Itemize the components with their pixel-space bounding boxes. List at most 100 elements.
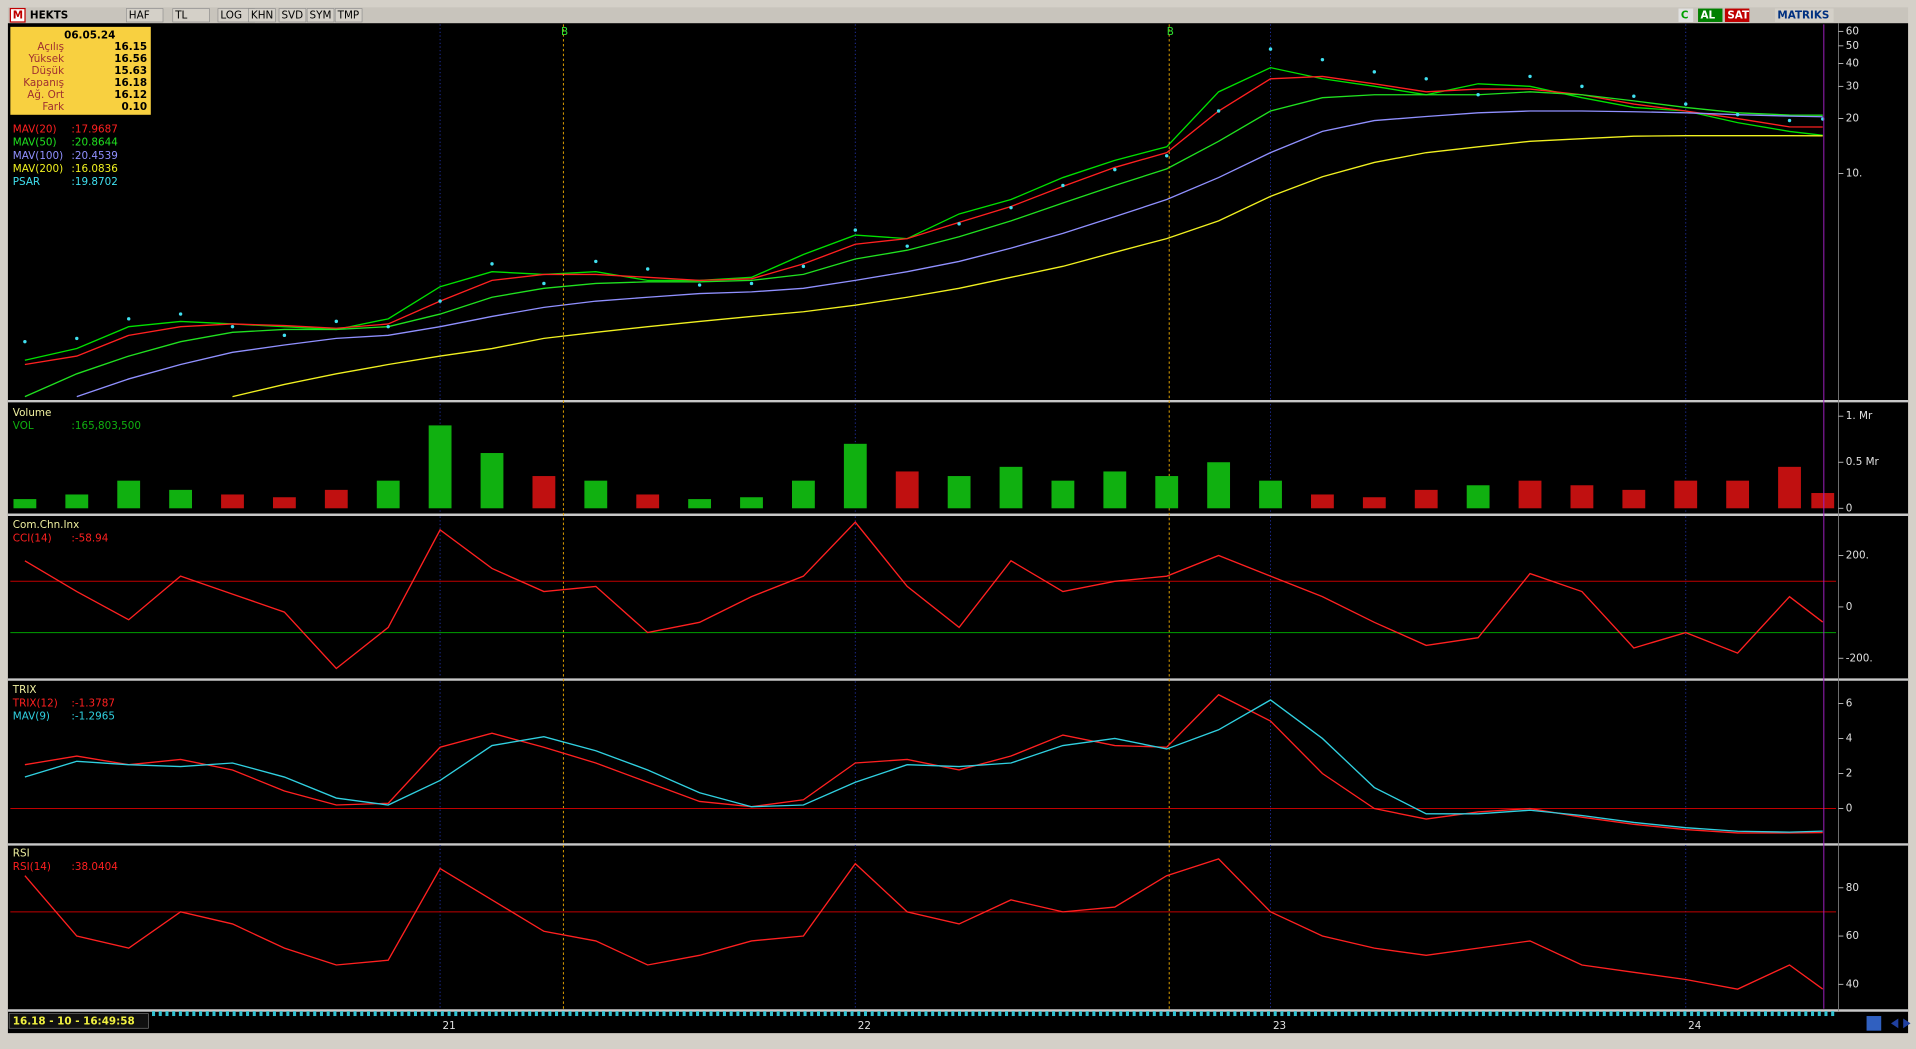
time-tick <box>1528 1011 1532 1017</box>
time-tick <box>1515 1011 1519 1017</box>
volume-bar <box>895 471 919 509</box>
time-tick <box>736 1011 740 1017</box>
psar-dot <box>1424 77 1428 81</box>
volume-bar <box>843 443 867 509</box>
time-tick <box>1132 1011 1136 1017</box>
time-tick <box>890 1011 894 1017</box>
time-tick <box>340 1011 344 1017</box>
toolbar-right-button[interactable]: SAT <box>1727 9 1750 21</box>
time-tick <box>440 1011 444 1017</box>
time-tick <box>1293 1011 1297 1017</box>
volume-bar <box>1726 480 1750 509</box>
time-tick <box>360 1011 364 1017</box>
time-tick <box>507 1011 512 1017</box>
time-tick <box>326 1011 330 1017</box>
time-tick <box>252 1011 256 1017</box>
time-tick <box>1555 1011 1559 1017</box>
legend-name: MAV(100) <box>13 150 63 162</box>
time-tick <box>1562 1011 1566 1017</box>
time-tick <box>628 1011 632 1017</box>
toolbar-right-bg[interactable] <box>1724 8 1750 22</box>
time-tick <box>1508 1011 1512 1017</box>
symbol[interactable]: HEKTS <box>30 9 68 21</box>
time-tick <box>158 1011 162 1017</box>
toolbar-right-bg[interactable] <box>1678 8 1694 22</box>
volume-bar <box>376 480 400 509</box>
time-tick <box>165 1011 169 1017</box>
time-tick <box>1730 1011 1734 1017</box>
time-tick <box>991 1011 995 1017</box>
time-tick <box>1710 1011 1714 1017</box>
time-tick <box>427 1011 431 1017</box>
time-tick <box>796 1011 800 1017</box>
time-tick <box>595 1011 599 1017</box>
time-tick <box>319 1011 323 1017</box>
toolbar-right-button[interactable]: MATRIKS <box>1777 9 1829 21</box>
time-tick <box>1354 1011 1358 1017</box>
time-tick <box>568 1011 572 1017</box>
time-tick <box>1428 1011 1432 1017</box>
toolbar-right-bg[interactable] <box>1698 8 1723 22</box>
time-tick <box>1790 1011 1794 1017</box>
legend-value: :165,803,500 <box>71 420 140 432</box>
volume-bar <box>1778 466 1801 509</box>
toolbar-button-bg[interactable] <box>248 8 276 23</box>
toolbar-button-bg[interactable] <box>278 8 307 23</box>
toolbar-button[interactable]: TL <box>174 9 187 21</box>
time-tick <box>1394 1011 1398 1017</box>
toolbar-button-bg[interactable] <box>172 8 210 23</box>
psar-dot <box>1787 118 1792 123</box>
time-tick <box>951 1011 955 1017</box>
time-tick <box>1078 1011 1082 1017</box>
nav-left[interactable] <box>1890 1018 1899 1029</box>
time-tick <box>1421 1011 1425 1017</box>
toolbar-right-button[interactable]: C <box>1681 9 1689 21</box>
time-tick <box>897 1011 901 1017</box>
time-tick <box>225 1011 229 1017</box>
psar-dot <box>1735 112 1740 117</box>
toolbar-button[interactable]: HAF <box>129 9 150 21</box>
y-tick-label: 0 <box>1846 502 1853 514</box>
time-tick <box>460 1011 465 1017</box>
time-tick <box>286 1011 290 1017</box>
psar-dot <box>1372 70 1377 74</box>
series-line <box>24 91 1823 398</box>
time-tick <box>1058 1011 1062 1017</box>
toolbar-button-bg[interactable] <box>126 8 164 23</box>
time-tick <box>1112 1011 1116 1017</box>
volume-bar <box>947 476 971 509</box>
time-tick <box>1166 1011 1170 1017</box>
legend-name: RSI(14) <box>13 861 51 873</box>
volume-bar <box>1207 462 1231 509</box>
toolbar-right-button[interactable]: AL <box>1700 9 1715 21</box>
psar-dot <box>282 333 287 338</box>
time-tick <box>1280 1011 1284 1017</box>
legend-value: :-1.2965 <box>71 711 115 723</box>
toolbar-button[interactable]: SVD <box>281 9 303 21</box>
time-tick <box>487 1011 491 1017</box>
time-tick <box>1616 1011 1620 1017</box>
toolbar-button-bg[interactable] <box>306 8 335 23</box>
toolbar-right-bg[interactable] <box>1774 8 1834 22</box>
volume-bar <box>688 499 712 509</box>
y-tick-label: 200. <box>1846 550 1869 562</box>
time-tick <box>1441 1011 1445 1017</box>
time-tick <box>682 1011 686 1017</box>
psar-dot <box>853 228 858 232</box>
nav-right[interactable] <box>1903 1018 1911 1029</box>
y-tick-label: 4 <box>1846 732 1853 744</box>
time-tick <box>413 1011 418 1017</box>
toolbar-button[interactable]: KHN <box>251 9 273 21</box>
toolbar-button-bg[interactable] <box>334 8 363 23</box>
legend-name: MAV(20) <box>13 123 57 135</box>
toolbar-button[interactable]: TMP <box>337 9 360 21</box>
time-tick <box>675 1011 679 1017</box>
time-tick <box>608 1011 612 1017</box>
time-tick <box>246 1011 250 1017</box>
volume-bar <box>584 480 608 509</box>
chart-bg <box>7 23 1909 1034</box>
toolbar-button[interactable]: SYM <box>310 9 332 21</box>
corner-button[interactable] <box>1866 1016 1882 1031</box>
toolbar-button[interactable]: LOG <box>220 9 242 21</box>
time-tick <box>1696 1011 1700 1017</box>
